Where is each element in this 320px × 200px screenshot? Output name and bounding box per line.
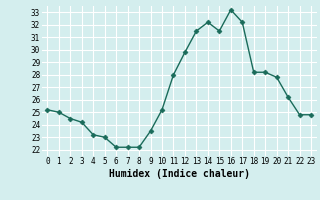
X-axis label: Humidex (Indice chaleur): Humidex (Indice chaleur) [109,169,250,179]
